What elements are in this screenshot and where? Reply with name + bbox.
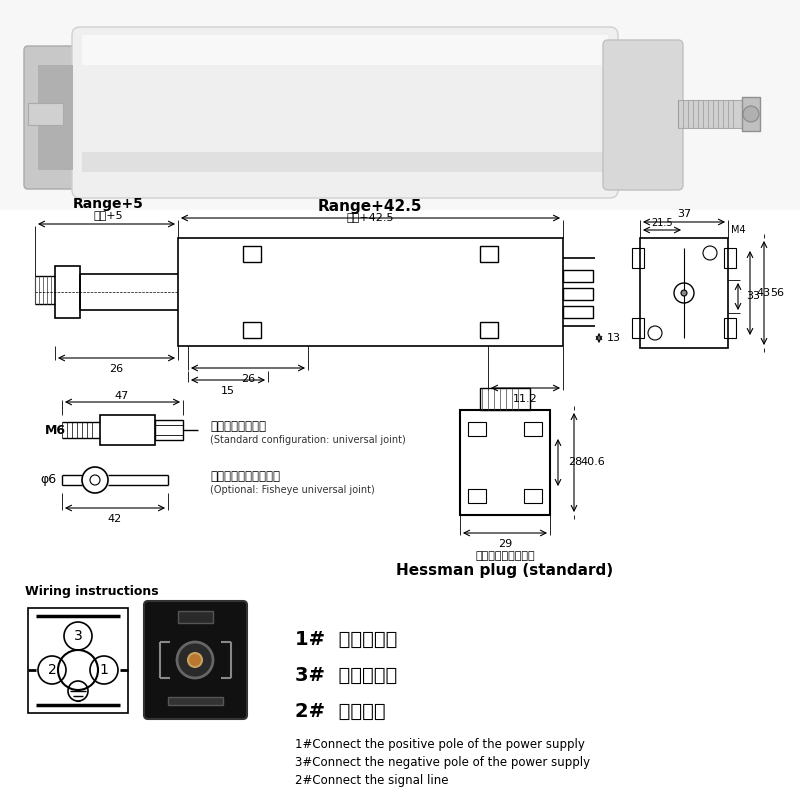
Bar [563, 306, 593, 318]
Text: 33: 33 [746, 291, 760, 301]
Bar [168, 697, 223, 705]
Text: 40.6: 40.6 [580, 457, 605, 467]
Circle shape [177, 642, 213, 678]
Bar [100, 415, 155, 445]
Bar [480, 388, 530, 410]
Text: 26: 26 [241, 374, 255, 384]
Text: 28: 28 [568, 457, 582, 467]
Text: 2#  接信号线: 2# 接信号线 [295, 702, 386, 721]
Text: 3: 3 [74, 629, 82, 643]
FancyBboxPatch shape [144, 601, 247, 719]
Bar [82, 35, 608, 65]
Bar [480, 322, 498, 338]
Bar [28, 103, 63, 125]
Text: M4: M4 [731, 225, 746, 235]
Bar [563, 270, 593, 282]
Text: 47: 47 [115, 391, 129, 401]
Text: 1#  接电源正极: 1# 接电源正极 [295, 630, 398, 649]
Bar [38, 65, 73, 170]
Text: 37: 37 [677, 209, 691, 219]
Bar [178, 238, 563, 346]
Circle shape [188, 653, 202, 667]
Text: 量程+5: 量程+5 [93, 210, 123, 220]
Bar [563, 288, 593, 300]
Text: M6: M6 [45, 423, 66, 437]
Bar [724, 248, 736, 268]
Bar [155, 420, 183, 440]
Bar [178, 611, 213, 623]
FancyBboxPatch shape [72, 27, 618, 198]
FancyBboxPatch shape [603, 40, 683, 190]
Text: Range+42.5: Range+42.5 [318, 198, 422, 214]
Bar [678, 100, 748, 128]
Bar [460, 410, 550, 515]
Bar [480, 246, 498, 262]
Text: 1#Connect the positive pole of the power supply: 1#Connect the positive pole of the power… [295, 738, 585, 751]
Text: 量程+42.5: 量程+42.5 [346, 212, 394, 222]
Text: 29: 29 [498, 539, 512, 549]
Text: （标配：万向节）: （标配：万向节） [210, 421, 266, 434]
Text: 1: 1 [99, 663, 109, 677]
Text: Wiring instructions: Wiring instructions [25, 585, 158, 598]
Bar [0, 0, 800, 210]
Bar [468, 489, 486, 503]
Bar [632, 248, 644, 268]
Bar [632, 318, 644, 338]
Text: 21.5: 21.5 [651, 218, 673, 228]
Text: Range+5: Range+5 [73, 197, 143, 211]
Text: 13: 13 [607, 333, 621, 343]
Text: (Standard configuration: universal joint): (Standard configuration: universal joint… [210, 435, 406, 445]
Bar [640, 238, 728, 348]
Bar [28, 608, 128, 713]
Text: 2: 2 [48, 663, 56, 677]
Bar [524, 422, 542, 436]
Bar [82, 152, 608, 172]
Circle shape [743, 106, 759, 122]
Bar [55, 266, 80, 318]
Text: φ6: φ6 [40, 474, 56, 486]
Text: 11.2: 11.2 [513, 394, 538, 404]
Bar [724, 318, 736, 338]
Bar [243, 322, 261, 338]
Text: 56: 56 [770, 288, 784, 298]
Text: 3#  接电源负极: 3# 接电源负极 [295, 666, 398, 685]
Text: (Optional: Fisheye universal joint): (Optional: Fisheye universal joint) [210, 485, 374, 495]
Bar [468, 422, 486, 436]
Text: 15: 15 [221, 386, 235, 396]
Circle shape [681, 290, 687, 296]
Text: Hessman plug (standard): Hessman plug (standard) [397, 563, 614, 578]
Text: 26: 26 [109, 364, 123, 374]
Text: 3#Connect the negative pole of the power supply: 3#Connect the negative pole of the power… [295, 756, 590, 769]
Text: 43: 43 [756, 288, 770, 298]
Text: 42: 42 [108, 514, 122, 524]
Bar [243, 246, 261, 262]
Text: 2#Connect the signal line: 2#Connect the signal line [295, 774, 449, 787]
Text: （可选：鱼眼万向节）: （可选：鱼眼万向节） [210, 470, 280, 483]
Text: 赫斯曼插头（标配）: 赫斯曼插头（标配） [475, 551, 535, 561]
FancyBboxPatch shape [24, 46, 87, 189]
Bar [742, 97, 760, 131]
Bar [524, 489, 542, 503]
